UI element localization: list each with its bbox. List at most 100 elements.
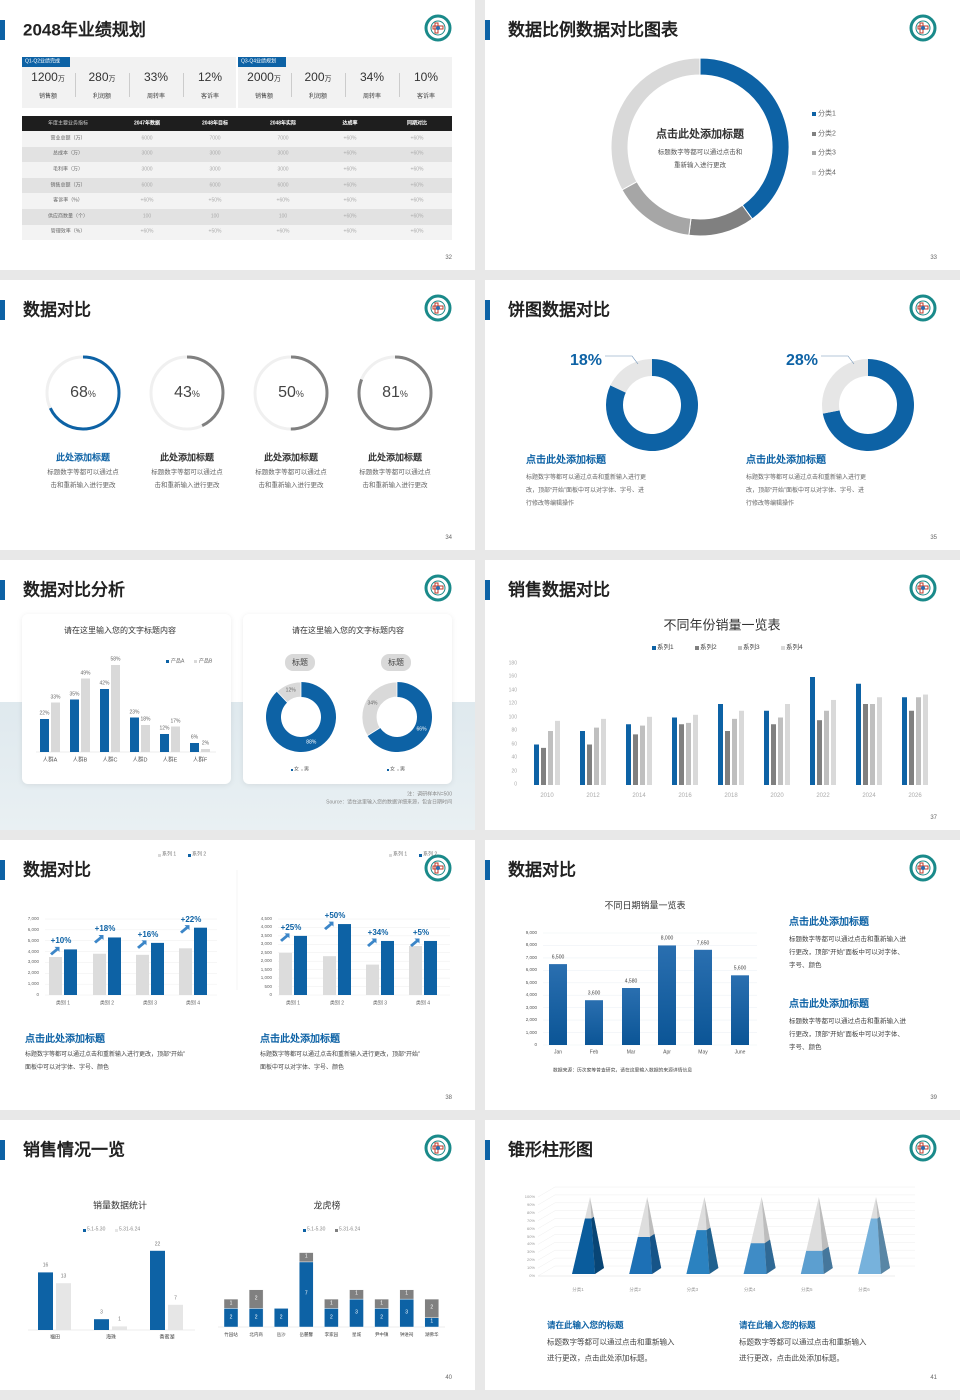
table-cell: +60%: [343, 197, 357, 204]
bar-period-1: [94, 1319, 109, 1330]
gridline-3d: [537, 1265, 915, 1277]
progress-unit: %: [191, 389, 200, 399]
slide-35: 饼图数据对比 35 18% 点击此处添加标题 标题数字等都可以通过点击和重新输入进行更改…: [485, 280, 960, 550]
item-description: 击和重新输入进行更改: [50, 481, 116, 489]
growth-arrow-icon: [137, 940, 147, 949]
table-cell: 管理效率（%）: [50, 228, 86, 235]
progress-num: 50: [278, 384, 296, 401]
bar-系列2: [587, 744, 592, 785]
bar-value-label: 18%: [140, 716, 151, 723]
table-row: [22, 146, 452, 163]
block-description: 行更改，顶部“开始”面板中可以对字体、: [789, 1030, 904, 1038]
bar-系列4: [923, 694, 928, 785]
bar-series-2: [194, 927, 207, 995]
percent-callout: 28%: [786, 352, 819, 369]
block-description: 标题数字等都可以通过点击和重新输入进行更改，顶部“开始”: [260, 1052, 420, 1058]
y-tick-label: 160: [508, 673, 517, 680]
chart-canvas: [45, 870, 450, 996]
x-tick-label: 2026: [908, 793, 922, 799]
legend-label: 系列4: [786, 643, 803, 651]
bar-series-1: [136, 954, 149, 995]
bar-Mar: [622, 988, 640, 1045]
y-tick-label: 140: [508, 687, 517, 693]
growth-arrow-icon: [324, 921, 334, 931]
growth-arrow-icon: [410, 938, 420, 947]
bar-chart-card: [22, 614, 231, 784]
bar-product-b: [141, 725, 150, 752]
kpi-divider: [345, 73, 346, 97]
block-description: 面板中可以对字体、字号、颜色: [25, 1065, 110, 1071]
gridline-3d: [537, 1210, 915, 1221]
segment-value-label: 1: [380, 1300, 383, 1307]
bar-value-label: 49%: [80, 670, 91, 676]
kpi-number: 10%: [413, 70, 439, 84]
block-title: 请在此输入您的标题: [547, 1319, 624, 1330]
kpi-label: 销售额: [254, 94, 274, 100]
logo-emblem-icon: [909, 14, 937, 42]
stacked-bar-segment: [223, 1298, 239, 1309]
donut-segment-main: [606, 359, 698, 451]
bar-series-2: [64, 949, 77, 995]
donut-value-label: 34%: [367, 700, 378, 706]
bar-product-b: [201, 749, 210, 752]
page-number: 33: [930, 255, 937, 261]
stacked-bar-segment: [399, 1289, 414, 1300]
bar-series-1: [279, 952, 292, 995]
legend-swatch: [291, 769, 293, 771]
table-header-cell: 2048年实际: [269, 120, 297, 126]
legend-swatch: [652, 646, 656, 650]
category-label: 类别 1: [55, 1000, 71, 1007]
legend-label: 系列 2: [192, 851, 207, 858]
growth-arrow-icon: [50, 946, 60, 956]
chart-canvas: [605, 355, 914, 451]
legend-swatch: [303, 1228, 306, 1232]
title-pill: 标题: [285, 654, 315, 671]
legend-swatch: [166, 660, 169, 663]
title-accent-bar: [0, 20, 5, 40]
slide-title: 销售数据对比: [508, 580, 610, 600]
bar-系列3: [732, 718, 737, 785]
bar-value-label: 12%: [159, 725, 170, 732]
donut-segment-4: [610, 57, 701, 191]
legend-label: 产品B: [199, 658, 213, 664]
bar-系列2: [771, 724, 776, 785]
table-cell: +60%: [140, 197, 154, 204]
legend-swatch: [83, 1228, 86, 1232]
bar-value-label: 6,500: [551, 954, 565, 961]
page-number: 32: [445, 255, 452, 261]
bar-value-label: 4,580: [624, 978, 638, 985]
kpi-unit: 万: [108, 76, 116, 83]
kpi-number: 1200: [31, 70, 58, 84]
table-cell: 100: [278, 213, 288, 220]
table-cell: +60%: [410, 213, 424, 220]
table-row: [22, 224, 452, 241]
bar-系列1: [856, 683, 861, 785]
legend-swatch: [389, 853, 392, 857]
category-label: 分类3: [686, 1286, 699, 1292]
item-title: 此处添加标题: [367, 452, 423, 463]
title-accent-bar: [0, 580, 5, 600]
x-tick-label: Mar: [626, 1049, 636, 1056]
bar-系列3: [778, 717, 783, 785]
table-row: [22, 209, 452, 225]
y-tick-label: 0: [514, 781, 517, 788]
stacked-bar-segment: [324, 1298, 339, 1309]
progress-num: 68: [70, 384, 88, 401]
bar-Feb: [585, 1000, 603, 1045]
bar-value-label: 6%: [190, 734, 199, 741]
table-cell: 营业总额（万）: [50, 135, 86, 142]
slide-title: 数据比例数据对比图表: [508, 20, 678, 40]
legend-swatch: [301, 769, 303, 771]
bar-series-1: [179, 948, 192, 995]
bar-series-2: [108, 937, 121, 995]
kpi-card: Q3-Q4业绩规划 2000万 销售额 200万 利润额 34% 周转率 10% 客诉率: [238, 57, 452, 108]
bar-value-label: 3,600: [587, 990, 601, 997]
bar-product-a: [160, 734, 169, 752]
chart-canvas: [610, 57, 790, 237]
bar-series-2: [294, 935, 307, 995]
table-cell: +60%: [343, 182, 357, 189]
bar-系列4: [693, 714, 698, 785]
slide-title: 数据对比: [23, 300, 91, 320]
bar-系列3: [640, 725, 645, 785]
table-cell: +60%: [343, 150, 357, 157]
